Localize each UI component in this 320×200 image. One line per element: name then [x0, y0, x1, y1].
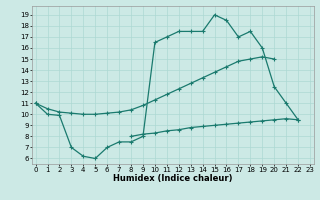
X-axis label: Humidex (Indice chaleur): Humidex (Indice chaleur): [113, 174, 233, 183]
